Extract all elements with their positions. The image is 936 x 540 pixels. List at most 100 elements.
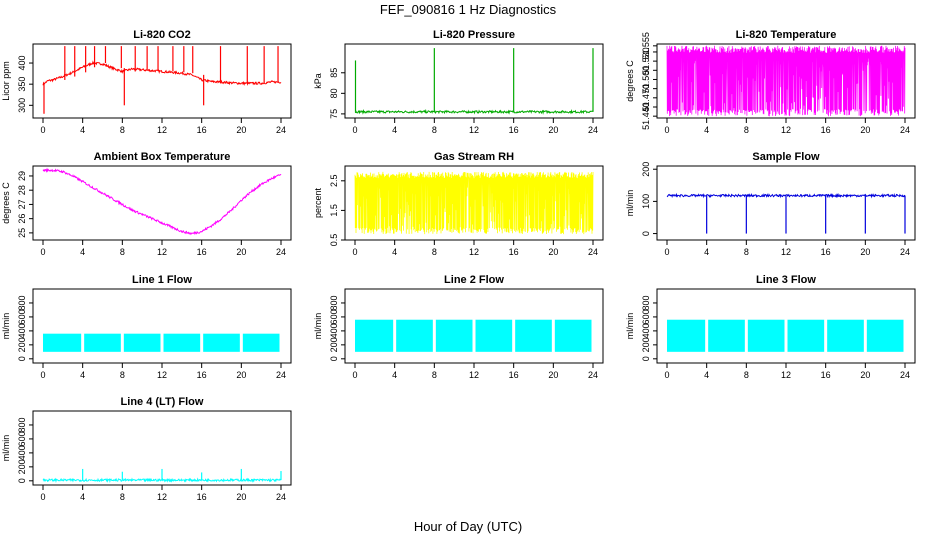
panel-8-series: [355, 319, 592, 352]
panel-2-x-tick-label: 24: [588, 125, 598, 135]
panel-5-x-tick-label: 24: [588, 247, 598, 257]
panel-9-y-tick-label: 0: [641, 356, 651, 361]
panel-6-y-axis-label: ml/min: [625, 190, 635, 217]
panel-3-y-tick-label: 51.500: [641, 66, 651, 94]
panel-7-x-tick-label: 0: [40, 370, 45, 380]
panel-6-series-line: [666, 192, 906, 199]
panel-8-series-block: [515, 319, 552, 352]
panel-7-x-tick-label: 4: [80, 370, 85, 380]
panel-2-series: [354, 48, 594, 115]
panel-8-x-tick-label: 8: [432, 370, 437, 380]
panel-3-title: Li-820 Temperature: [736, 29, 837, 41]
panel-1: Li-820 CO2 Licor ppm 0 4 8 12 16 20 24 300 350 400: [1, 29, 292, 135]
panel-1-x-tick-label: 24: [276, 125, 286, 135]
panel-2-y-tick-label: 80: [329, 88, 339, 98]
panel-7-y-tick-label: 600: [17, 309, 27, 324]
panel-9-x-tick-label: 20: [860, 370, 870, 380]
panel-3-series-band: [666, 45, 906, 117]
panel-6-series: [666, 192, 906, 234]
panel-4-x-tick-label: 16: [197, 247, 207, 257]
panel-10-y-tick-label: 0: [17, 478, 27, 483]
panel-9-x-tick-label: 4: [704, 370, 709, 380]
panel-10-title: Line 4 (LT) Flow: [121, 396, 204, 408]
panel-2-x-tick-label: 12: [469, 125, 479, 135]
panel-7-series-block: [163, 333, 201, 352]
panel-5-y-tick-label: 0.5: [329, 234, 339, 247]
panel-4-y-tick-label: 26: [17, 214, 27, 224]
panel-3-series: [666, 45, 906, 117]
panel-4-x-tick-label: 8: [120, 247, 125, 257]
panel-9-series: [667, 319, 904, 352]
panel-8-title: Line 2 Flow: [444, 274, 504, 286]
panel-8-series-block: [355, 319, 394, 352]
panel-7-x-tick-label: 12: [157, 370, 167, 380]
panel-1-frame: [32, 43, 292, 119]
panel-2-series-line: [354, 108, 594, 115]
panel-1-x-tick-label: 8: [120, 125, 125, 135]
panel-7-y-tick-label: 200: [17, 337, 27, 352]
panel-8-x-tick-label: 24: [588, 370, 598, 380]
panel-1-series: [42, 46, 282, 114]
panel-8-x-tick-label: 4: [392, 370, 397, 380]
panel-4: Ambient Box Temperature degrees C 0 4 8 12 16 2…: [1, 151, 292, 257]
panel-10-y-axis-label: ml/min: [1, 435, 11, 462]
panel-5-x-tick-label: 0: [352, 247, 357, 257]
panel-3-y-tick-label: 51.555: [641, 32, 651, 60]
panel-8-y-tick-label: 0: [329, 356, 339, 361]
panel-9-x-tick-label: 16: [821, 370, 831, 380]
panel-10-x-tick-label: 16: [197, 492, 207, 502]
panel-6-x-tick-label: 20: [860, 247, 870, 257]
panel-4-y-tick-label: 25: [17, 228, 27, 238]
panel-1-series-line: [42, 60, 282, 86]
panel-5-x-tick-label: 8: [432, 247, 437, 257]
panel-9-series-block: [866, 319, 904, 352]
panel-7-x-tick-label: 8: [120, 370, 125, 380]
panel-1-y-tick-label: 400: [17, 56, 27, 71]
panel-7-x-tick-label: 24: [276, 370, 286, 380]
panel-9-title: Line 3 Flow: [756, 274, 816, 286]
panel-2-x-tick-label: 16: [509, 125, 519, 135]
panel-2-y-tick-label: 85: [329, 68, 339, 78]
panel-5-x-tick-label: 20: [548, 247, 558, 257]
panel-9-x-tick-label: 8: [744, 370, 749, 380]
panel-8-y-tick-label: 400: [329, 323, 339, 338]
panel-10-series: [42, 468, 282, 484]
panel-5-series: [354, 171, 594, 235]
panel-5-y-tick-label: 2.5: [329, 175, 339, 188]
panel-7-series-block: [203, 333, 240, 352]
figure-x-axis-label: Hour of Day (UTC): [414, 519, 522, 534]
panel-4-y-tick-label: 28: [17, 185, 27, 195]
panel-9-y-tick-label: 800: [641, 295, 651, 310]
panel-10-x-tick-label: 24: [276, 492, 286, 502]
panel-8-series-block: [475, 319, 513, 352]
panel-2-y-tick-label: 75: [329, 109, 339, 119]
panel-4-series: [42, 167, 282, 236]
panel-6-y-tick-label: 0: [641, 231, 651, 236]
panel-4-x-tick-label: 20: [236, 247, 246, 257]
figure-title: FEF_090816 1 Hz Diagnostics: [380, 2, 557, 17]
panel-3-x-tick-label: 12: [781, 125, 791, 135]
panel-1-title: Li-820 CO2: [133, 29, 190, 41]
panel-10-y-tick-label: 600: [17, 431, 27, 446]
panel-10-y-tick-label: 800: [17, 417, 27, 432]
panel-7-series-block: [123, 333, 161, 352]
panel-8-y-tick-label: 200: [329, 337, 339, 352]
panel-2-x-tick-label: 4: [392, 125, 397, 135]
panel-9-y-tick-label: 600: [641, 309, 651, 324]
panel-4-series-line: [42, 167, 282, 236]
panel-1-x-tick-label: 4: [80, 125, 85, 135]
panel-5-x-tick-label: 16: [509, 247, 519, 257]
panel-6: Sample Flow ml/min 0 4 8 12 16 20 24 0 100 200: [625, 151, 916, 257]
panel-2-title: Li-820 Pressure: [433, 29, 515, 41]
panel-3-x-tick-label: 0: [664, 125, 669, 135]
panel-7-y-axis-label: ml/min: [1, 313, 11, 340]
panel-5-x-tick-label: 4: [392, 247, 397, 257]
panel-3-y-tick-label: 51.470: [641, 84, 651, 112]
panel-3: Li-820 Temperature degrees C 0 4 8 12 16 20 24 51…: [625, 29, 916, 135]
panel-7-y-tick-label: 0: [17, 356, 27, 361]
panel-7: Line 1 Flow ml/min 0 4 8 12 16 20 24 0 20040060080…: [1, 274, 292, 380]
panel-7-frame: [32, 288, 292, 364]
panel-2-frame: [344, 43, 604, 119]
panel-9-y-tick-label: 400: [641, 323, 651, 338]
